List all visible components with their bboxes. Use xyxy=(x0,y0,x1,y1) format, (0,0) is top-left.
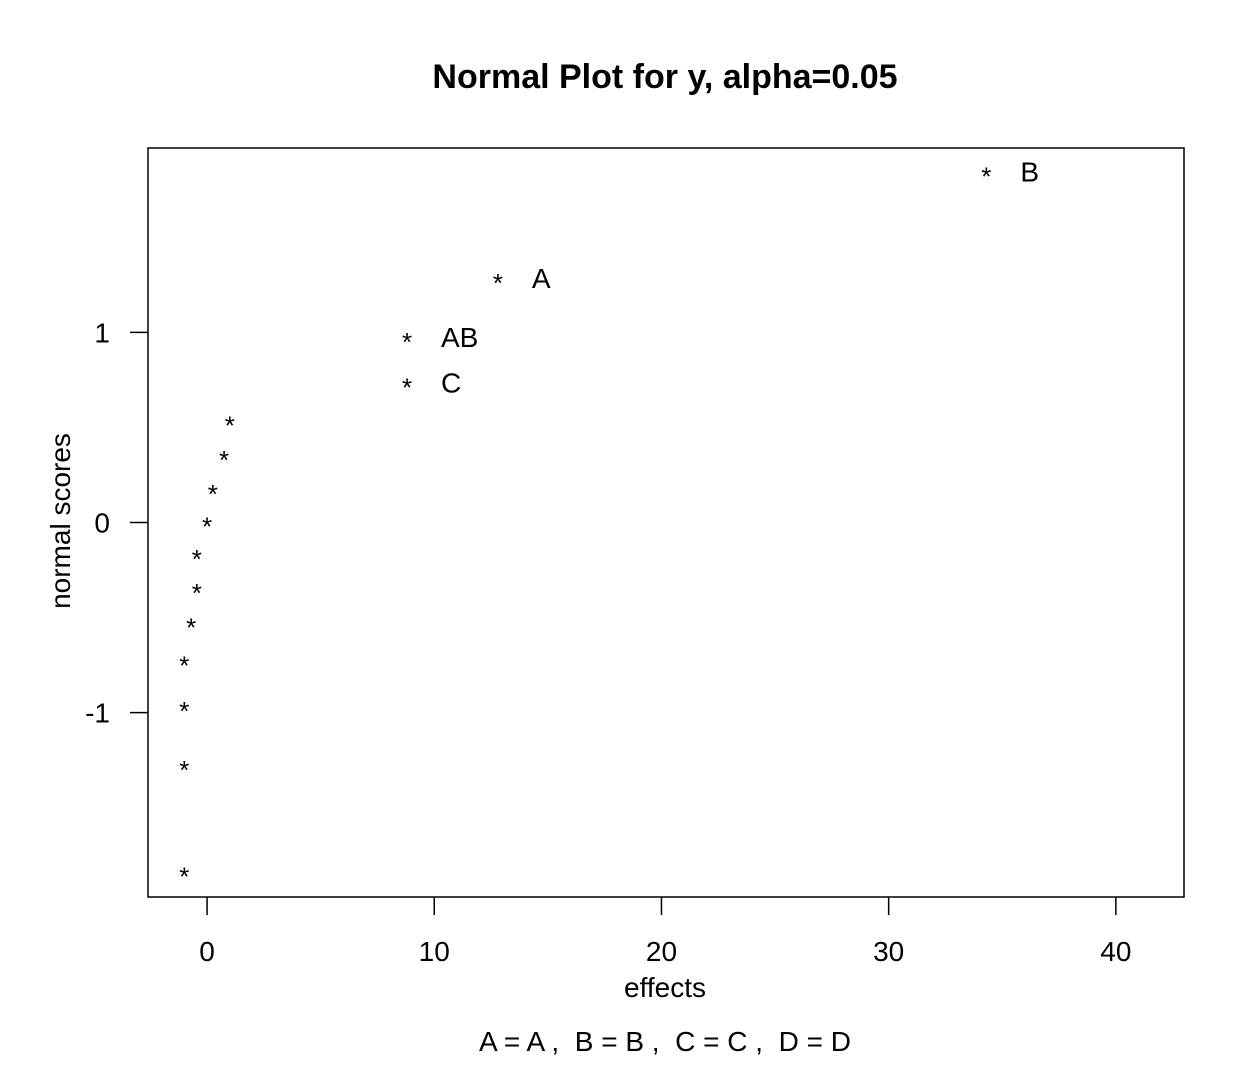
plot-frame xyxy=(147,147,1185,898)
chart-title: Normal Plot for y, alpha=0.05 xyxy=(432,58,897,96)
effect-legend-footnote: A = A , B = B , C = C , D = D xyxy=(479,1026,851,1057)
x-tick-label: 30 xyxy=(873,936,904,967)
data-point: * xyxy=(179,696,189,726)
data-point: * xyxy=(402,327,412,357)
data-point: * xyxy=(179,755,189,785)
y-tick-label: 0 xyxy=(94,508,110,539)
point-label: C xyxy=(441,368,461,399)
x-axis: 0 10 20 30 40 xyxy=(199,897,1131,967)
x-tick-label: 0 xyxy=(199,936,215,967)
y-axis: -1 0 1 xyxy=(85,317,148,729)
data-point: * xyxy=(493,268,503,298)
point-label: B xyxy=(1020,157,1039,188)
data-points: ************ C* AB* A* B xyxy=(179,157,1039,892)
data-point: * xyxy=(186,612,196,642)
data-point: * xyxy=(219,445,229,475)
data-point: * xyxy=(208,479,218,509)
data-point: * xyxy=(179,650,189,680)
y-tick-label: -1 xyxy=(85,698,110,729)
data-point: * xyxy=(981,162,991,192)
data-point: * xyxy=(179,861,189,891)
data-point: * xyxy=(202,512,212,542)
x-axis-label: effects xyxy=(624,972,706,1003)
data-point: * xyxy=(192,544,202,574)
data-point: * xyxy=(192,578,202,608)
point-label: AB xyxy=(441,322,478,353)
x-tick-label: 40 xyxy=(1100,936,1131,967)
data-point: * xyxy=(225,411,235,441)
y-axis-label: normal scores xyxy=(45,433,76,609)
data-point: * xyxy=(402,373,412,403)
x-tick-label: 20 xyxy=(646,936,677,967)
y-tick-label: 1 xyxy=(94,317,110,348)
point-label: A xyxy=(532,263,551,294)
x-tick-label: 10 xyxy=(419,936,450,967)
